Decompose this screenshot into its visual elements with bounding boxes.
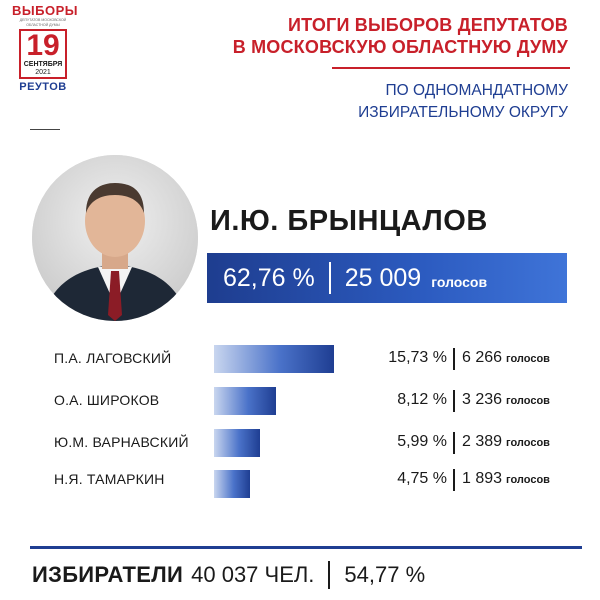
portrait-image [32,155,198,321]
logo-day: 19 [26,29,60,62]
logo-month: СЕНТЯБРЯ [23,61,63,68]
voters-count: 40 037 ЧЕЛ. [191,562,315,587]
candidate-name: Н.Я. ТАМАРКИН [54,471,165,487]
candidate-name: П.А. ЛАГОВСКИЙ [54,350,172,366]
candidate-percent: 15,73 % [388,349,447,366]
candidate-votes-value: 2 389 [462,433,503,450]
candidate-row: П.А. ЛАГОВСКИЙ 15,73 % 6 266 голосов [0,345,600,375]
logo-divider [30,129,60,130]
candidate-votes: 6 266 голосов [462,349,550,367]
candidate-row: Ю.М. ВАРНАВСКИЙ 5,99 % 2 389 голосов [0,429,600,459]
logo-top-text: ВЫБОРЫ [12,3,78,18]
title-line-1: ИТОГИ ВЫБОРОВ ДЕПУТАТОВ [287,15,568,35]
candidate-bar [214,345,334,373]
candidate-separator [453,348,455,370]
candidate-votes-unit: голосов [506,437,550,449]
page-title: ИТОГИ ВЫБОРОВ ДЕПУТАТОВ В МОСКОВСКУЮ ОБЛ… [233,14,568,58]
candidate-votes: 2 389 голосов [462,433,550,451]
candidate-separator [453,390,455,412]
footer-divider [30,546,582,549]
candidate-row: Н.Я. ТАМАРКИН 4,75 % 1 893 голосов [0,466,600,498]
winner-photo [32,155,198,321]
candidate-votes-value: 1 893 [462,470,503,487]
candidate-votes-unit: голосов [506,474,550,486]
candidate-row: О.А. ШИРОКОВ 8,12 % 3 236 голосов [0,387,600,417]
subtitle-line-2: ИЗБИРАТЕЛЬНОМУ ОКРУГУ [358,104,568,121]
candidate-bar [214,387,276,415]
candidate-bar [214,429,260,457]
subtitle-line-1: ПО ОДНОМАНДАТНОМУ [385,82,568,99]
candidate-bar [214,470,250,498]
turnout-percent: 54,77 % [344,562,426,587]
logo-date-box: 19 СЕНТЯБРЯ 2021 [19,29,67,79]
candidate-votes-value: 6 266 [462,349,503,366]
candidate-separator [453,432,455,454]
winner-votes: 25 009 [344,263,422,292]
candidate-votes-value: 3 236 [462,391,503,408]
candidate-percent: 8,12 % [397,391,447,408]
candidate-percent: 4,75 % [397,470,447,487]
logo-year: 2021 [35,69,51,76]
footer-separator [328,561,331,589]
candidate-name: Ю.М. ВАРНАВСКИЙ [54,434,189,450]
page-subtitle: ПО ОДНОМАНДАТНОМУ ИЗБИРАТЕЛЬНОМУ ОКРУГУ [358,80,568,124]
winner-name: И.Ю. БРЫНЦАЛОВ [210,205,488,237]
turnout-summary: ИЗБИРАТЕЛИ 40 037 ЧЕЛ. 54,77 % [32,561,425,589]
candidate-votes-unit: голосов [506,395,550,407]
candidate-name: О.А. ШИРОКОВ [54,392,160,408]
logo-small-text: ДЕПУТАТОВ МОСКОВСКОЙ ОБЛАСТНОЙ ДУМЫ [19,18,67,27]
candidate-separator [453,469,455,491]
winner-percent: 62,76 % [223,263,315,292]
winner-separator [328,262,331,294]
candidate-percent: 5,99 % [397,433,447,450]
candidate-votes: 1 893 голосов [462,470,550,488]
voters-label: ИЗБИРАТЕЛИ [32,562,184,587]
winner-result-bar: 62,76 % 25 009 голосов [207,253,567,303]
logo-city: РЕУТОВ [19,81,67,93]
title-line-2: В МОСКОВСКУЮ ОБЛАСТНУЮ ДУМУ [232,37,568,57]
title-divider [332,67,570,69]
winner-votes-unit: голосов [431,274,488,290]
candidate-votes: 3 236 голосов [462,391,550,409]
election-logo: ВЫБОРЫ ДЕПУТАТОВ МОСКОВСКОЙ ОБЛАСТНОЙ ДУ… [12,3,78,94]
candidate-votes-unit: голосов [506,353,550,365]
